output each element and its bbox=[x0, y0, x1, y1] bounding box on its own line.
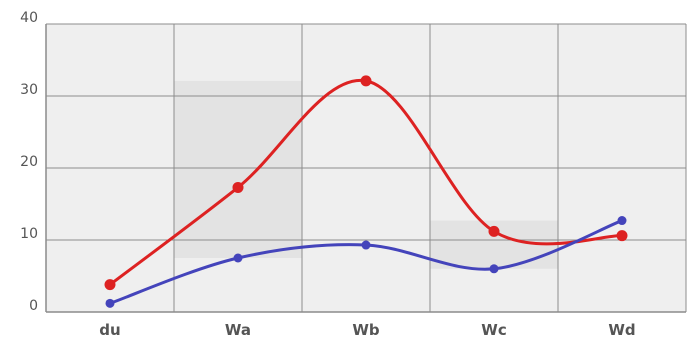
y-tick-label: 20 bbox=[20, 154, 38, 170]
series-1-point bbox=[488, 225, 500, 237]
series-2-point bbox=[233, 253, 243, 263]
x-category-label: Wd bbox=[608, 321, 635, 339]
x-category-label: Wa bbox=[225, 321, 251, 339]
y-tick-label: 30 bbox=[20, 82, 38, 98]
series-2-point bbox=[617, 216, 627, 226]
x-category-label: du bbox=[99, 321, 120, 339]
series-2-point bbox=[361, 240, 371, 250]
series-layer bbox=[104, 75, 628, 308]
grid-layer bbox=[45, 23, 687, 313]
y-tick-labels: 0 10 20 30 40 bbox=[20, 10, 38, 314]
shaded-band-1 bbox=[174, 80, 302, 258]
x-category-label: Wc bbox=[481, 321, 506, 339]
series-2-point bbox=[105, 298, 115, 308]
x-tick-labels: du Wa Wb Wc Wd bbox=[99, 321, 635, 339]
y-tick-label: 10 bbox=[20, 226, 38, 242]
x-category-label: Wb bbox=[352, 321, 380, 339]
series-1-point bbox=[232, 181, 244, 193]
series-1-point bbox=[616, 230, 628, 242]
series-2-point bbox=[489, 264, 499, 274]
y-tick-label: 0 bbox=[29, 298, 38, 314]
series-1-point bbox=[360, 75, 372, 87]
y-tick-label: 40 bbox=[20, 10, 38, 26]
series-1-point bbox=[104, 279, 116, 291]
